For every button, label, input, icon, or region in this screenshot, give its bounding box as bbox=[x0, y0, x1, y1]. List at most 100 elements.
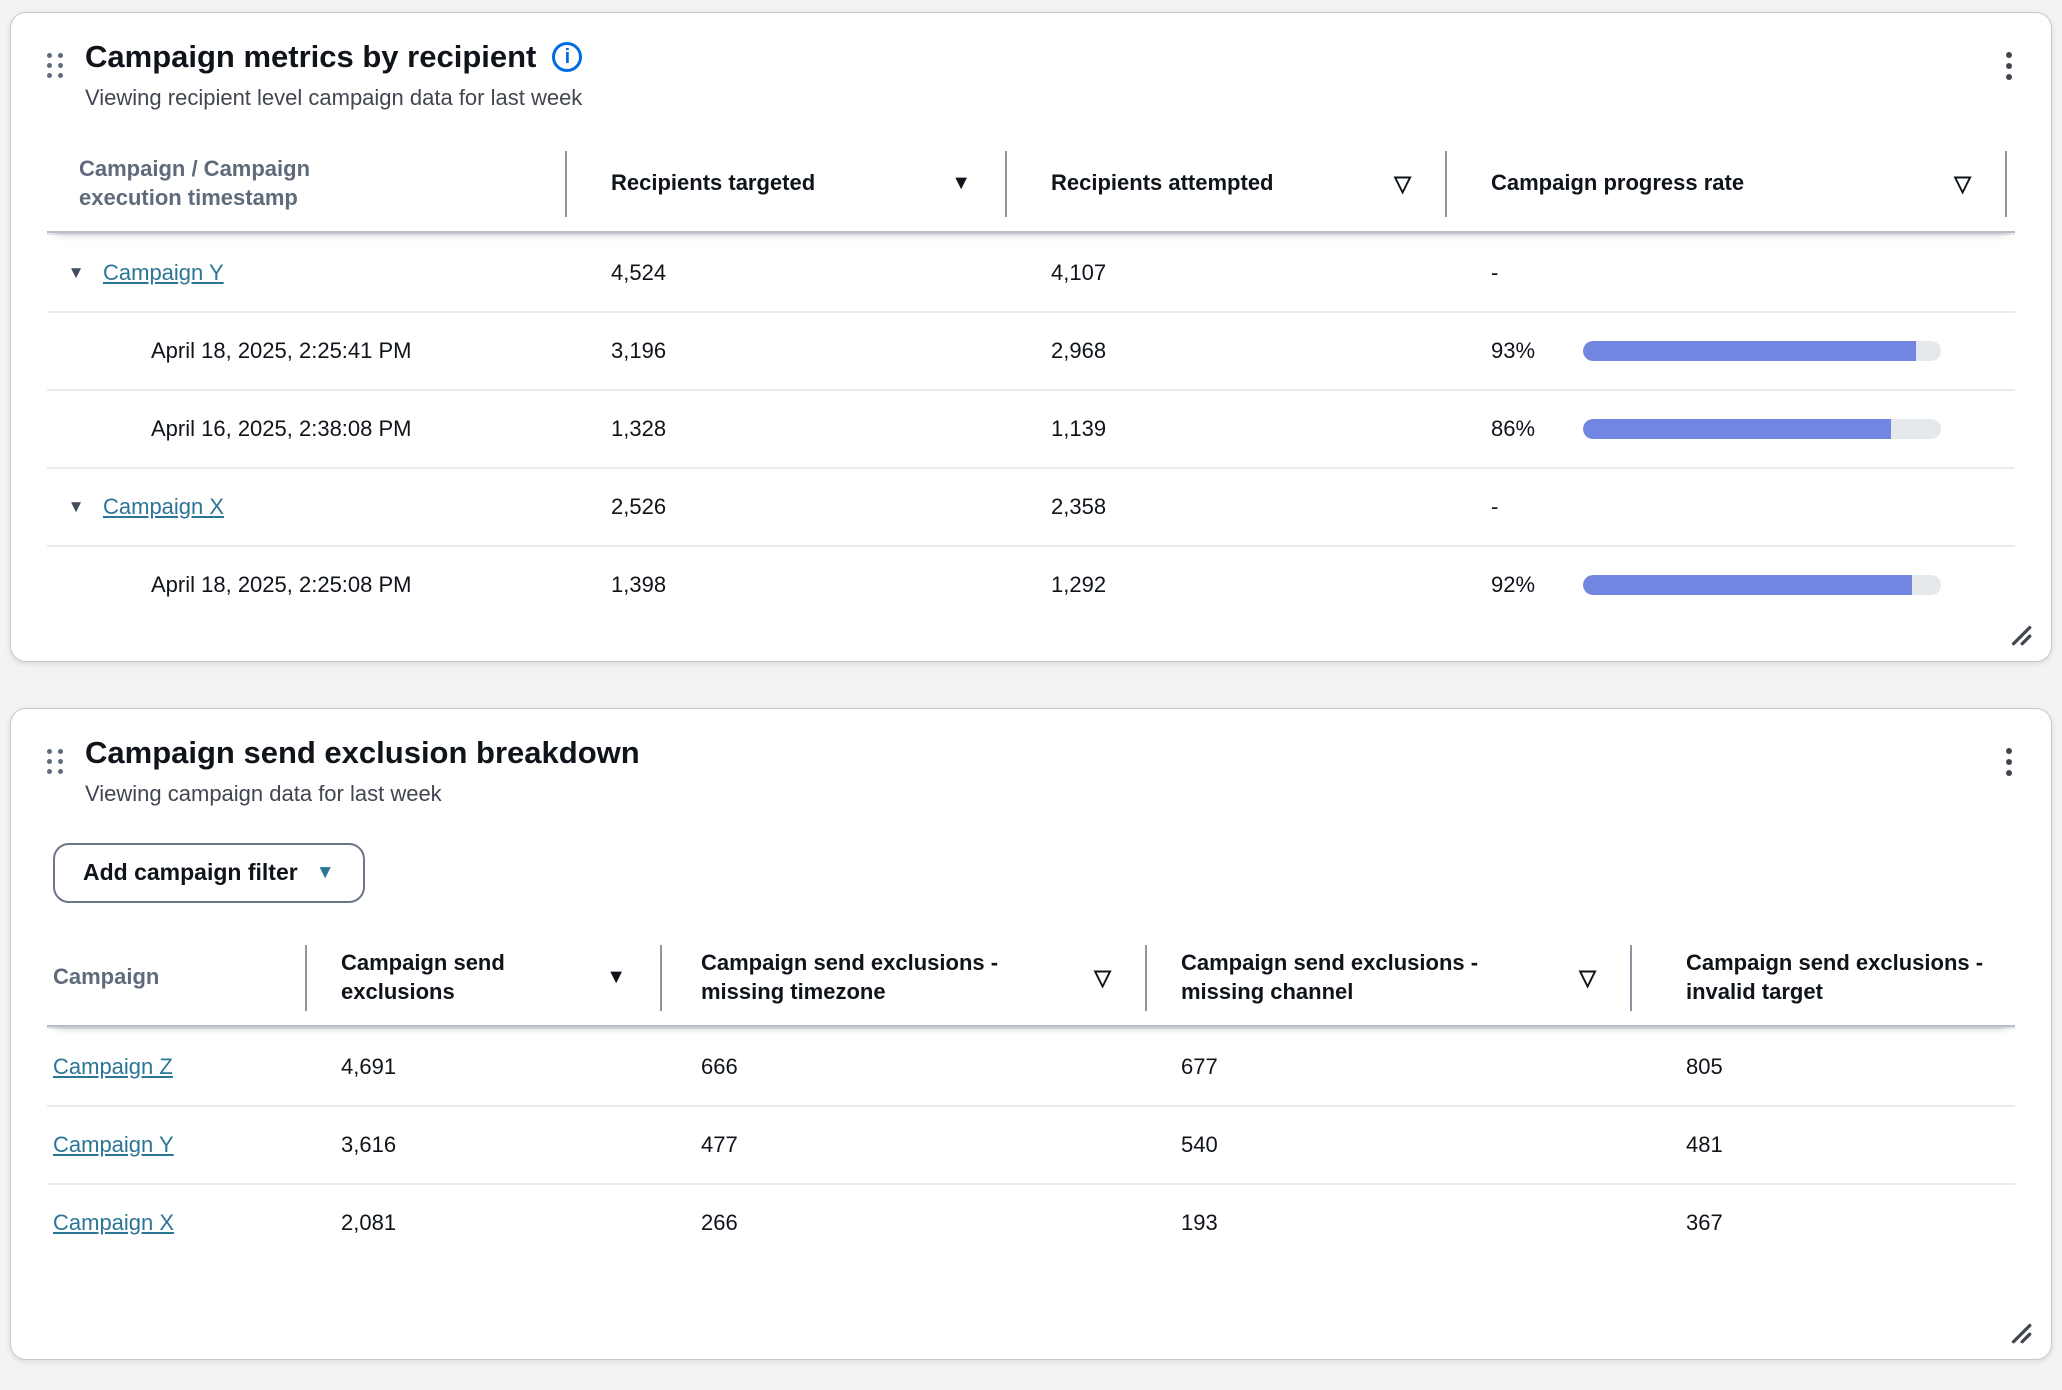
campaign-link[interactable]: Campaign Y bbox=[103, 259, 224, 285]
vertical-ellipsis-icon bbox=[2006, 748, 2012, 754]
execution-timestamp: April 18, 2025, 2:25:41 PM bbox=[151, 337, 412, 363]
overflow-menu-button[interactable] bbox=[1991, 739, 2027, 785]
recipients-targeted-value: 2,526 bbox=[611, 493, 667, 519]
overflow-menu-button[interactable] bbox=[1991, 43, 2027, 89]
column-divider bbox=[1145, 944, 1147, 1011]
recipients-attempted-value: 2,358 bbox=[1051, 493, 1107, 519]
widget-header: Campaign metrics by recipient i Viewing … bbox=[47, 39, 2015, 111]
table-row: Campaign X 2,081 266 193 367 bbox=[47, 1182, 2015, 1261]
column-divider bbox=[660, 944, 662, 1011]
column-header-send-exclusions[interactable]: Campaign send exclusions ▼ bbox=[307, 931, 662, 1025]
recipients-attempted-value: 1,292 bbox=[1051, 571, 1107, 597]
campaign-link[interactable]: Campaign X bbox=[103, 493, 225, 519]
sortable-icon[interactable]: ▽ bbox=[1954, 170, 1971, 196]
column-header-progress-rate[interactable]: Campaign progress rate ▽ bbox=[1447, 137, 2007, 231]
add-campaign-filter-button[interactable]: Add campaign filter ▼ bbox=[53, 842, 365, 903]
progress-bar-fill bbox=[1583, 418, 1891, 439]
column-header-missing-channel[interactable]: Campaign send exclusions - missing chann… bbox=[1147, 931, 1632, 1025]
missing-channel-value: 193 bbox=[1181, 1209, 1218, 1235]
widget-header: Campaign send exclusion breakdown Viewin… bbox=[47, 735, 2015, 807]
campaign-link[interactable]: Campaign X bbox=[53, 1209, 175, 1235]
recipients-targeted-value: 3,196 bbox=[611, 337, 667, 363]
column-header-campaign: Campaign / Campaign execution timestamp bbox=[47, 137, 567, 231]
sort-desc-icon[interactable]: ▼ bbox=[951, 172, 971, 195]
missing-timezone-value: 666 bbox=[701, 1053, 738, 1079]
widget-subtitle: Viewing campaign data for last week bbox=[85, 780, 442, 806]
widget-title-row: Campaign send exclusion breakdown bbox=[85, 735, 640, 771]
exclusions-value: 3,616 bbox=[341, 1131, 397, 1157]
column-header-campaign: Campaign bbox=[47, 931, 307, 1025]
exclusions-value: 2,081 bbox=[341, 1209, 397, 1235]
campaign-link[interactable]: Campaign Z bbox=[53, 1053, 173, 1079]
table-row: ▼ Campaign Y 4,524 4,107 - bbox=[47, 232, 2015, 311]
invalid-target-value: 805 bbox=[1686, 1053, 1723, 1079]
resize-handle-icon[interactable] bbox=[2005, 619, 2035, 649]
page-title: Campaign send exclusion breakdown bbox=[85, 735, 640, 770]
campaign-metrics-widget: Campaign metrics by recipient i Viewing … bbox=[10, 12, 2052, 662]
column-header-invalid-target[interactable]: Campaign send exclusions - invalid targe… bbox=[1686, 950, 1984, 1004]
send-exclusion-widget: Campaign send exclusion breakdown Viewin… bbox=[10, 708, 2052, 1360]
progress-percent: 93% bbox=[1491, 337, 1536, 363]
recipients-attempted-value: 1,139 bbox=[1051, 415, 1107, 441]
sortable-icon[interactable]: ▽ bbox=[1579, 964, 1596, 990]
table-row: Campaign Y 3,616 477 540 481 bbox=[47, 1104, 2015, 1183]
expander-icon: ▼ bbox=[67, 496, 85, 516]
column-header-recipients-attempted[interactable]: Recipients attempted ▽ bbox=[1007, 137, 1447, 231]
table-row: April 16, 2025, 2:38:08 PM 1,328 1,139 8… bbox=[47, 388, 2015, 467]
vertical-ellipsis-icon bbox=[2006, 52, 2012, 58]
page-title: Campaign metrics by recipient bbox=[85, 39, 537, 74]
missing-channel-value: 677 bbox=[1181, 1053, 1218, 1079]
execution-timestamp: April 16, 2025, 2:38:08 PM bbox=[151, 415, 412, 441]
table-header-row: Campaign / Campaign execution timestamp … bbox=[47, 137, 2015, 233]
progress-percent: 86% bbox=[1491, 415, 1536, 441]
column-divider bbox=[2005, 150, 2007, 217]
sortable-icon[interactable]: ▽ bbox=[1394, 170, 1411, 196]
drag-handle-icon[interactable] bbox=[47, 749, 65, 777]
recipients-targeted-value: 1,328 bbox=[611, 415, 667, 441]
progress-bar bbox=[1583, 418, 1941, 439]
progress-bar-fill bbox=[1583, 574, 1913, 595]
expand-toggle[interactable]: ▼ bbox=[63, 497, 89, 517]
missing-channel-value: 540 bbox=[1181, 1131, 1218, 1157]
progress-bar bbox=[1583, 574, 1941, 595]
column-divider bbox=[565, 150, 567, 217]
invalid-target-value: 367 bbox=[1686, 1209, 1723, 1235]
table-row: Campaign Z 4,691 666 677 805 bbox=[47, 1026, 2015, 1105]
invalid-target-value: 481 bbox=[1686, 1131, 1723, 1157]
progress-rate-value: - bbox=[1491, 493, 1499, 519]
sortable-icon[interactable]: ▽ bbox=[1094, 964, 1111, 990]
widget-title-row: Campaign metrics by recipient i bbox=[85, 39, 583, 75]
progress-rate-value: - bbox=[1491, 259, 1499, 285]
exclusions-value: 4,691 bbox=[341, 1053, 397, 1079]
resize-handle-icon[interactable] bbox=[2005, 1317, 2035, 1347]
column-divider bbox=[1445, 150, 1447, 217]
campaign-link[interactable]: Campaign Y bbox=[53, 1131, 174, 1157]
expander-icon: ▼ bbox=[67, 262, 85, 282]
widget-subtitle: Viewing recipient level campaign data fo… bbox=[85, 84, 583, 110]
progress-bar-fill bbox=[1583, 340, 1916, 361]
sort-desc-icon[interactable]: ▼ bbox=[606, 966, 626, 989]
recipients-attempted-value: 4,107 bbox=[1051, 259, 1107, 285]
column-header-missing-timezone[interactable]: Campaign send exclusions - missing timez… bbox=[662, 931, 1147, 1025]
table-row: April 18, 2025, 2:25:41 PM 3,196 2,968 9… bbox=[47, 310, 2015, 389]
campaign-metrics-table: Campaign / Campaign execution timestamp … bbox=[47, 137, 2015, 623]
info-icon[interactable]: i bbox=[552, 41, 583, 72]
recipients-attempted-value: 2,968 bbox=[1051, 337, 1107, 363]
send-exclusion-table: Campaign Campaign send exclusions ▼ Camp… bbox=[47, 931, 2015, 1261]
chevron-down-icon: ▼ bbox=[315, 861, 335, 883]
progress-percent: 92% bbox=[1491, 571, 1536, 597]
missing-timezone-value: 266 bbox=[701, 1209, 738, 1235]
recipients-targeted-value: 4,524 bbox=[611, 259, 667, 285]
table-header-row: Campaign Campaign send exclusions ▼ Camp… bbox=[47, 931, 2015, 1027]
progress-bar bbox=[1583, 340, 1941, 361]
expand-toggle[interactable]: ▼ bbox=[63, 263, 89, 283]
recipients-targeted-value: 1,398 bbox=[611, 571, 667, 597]
table-row: April 18, 2025, 2:25:08 PM 1,398 1,292 9… bbox=[47, 544, 2015, 623]
drag-handle-icon[interactable] bbox=[47, 53, 65, 81]
column-header-recipients-targeted[interactable]: Recipients targeted ▼ bbox=[567, 137, 1007, 231]
missing-timezone-value: 477 bbox=[701, 1131, 738, 1157]
execution-timestamp: April 18, 2025, 2:25:08 PM bbox=[151, 571, 412, 597]
table-row: ▼ Campaign X 2,526 2,358 - bbox=[47, 466, 2015, 545]
column-divider bbox=[1630, 944, 1632, 1011]
column-divider bbox=[305, 944, 307, 1011]
